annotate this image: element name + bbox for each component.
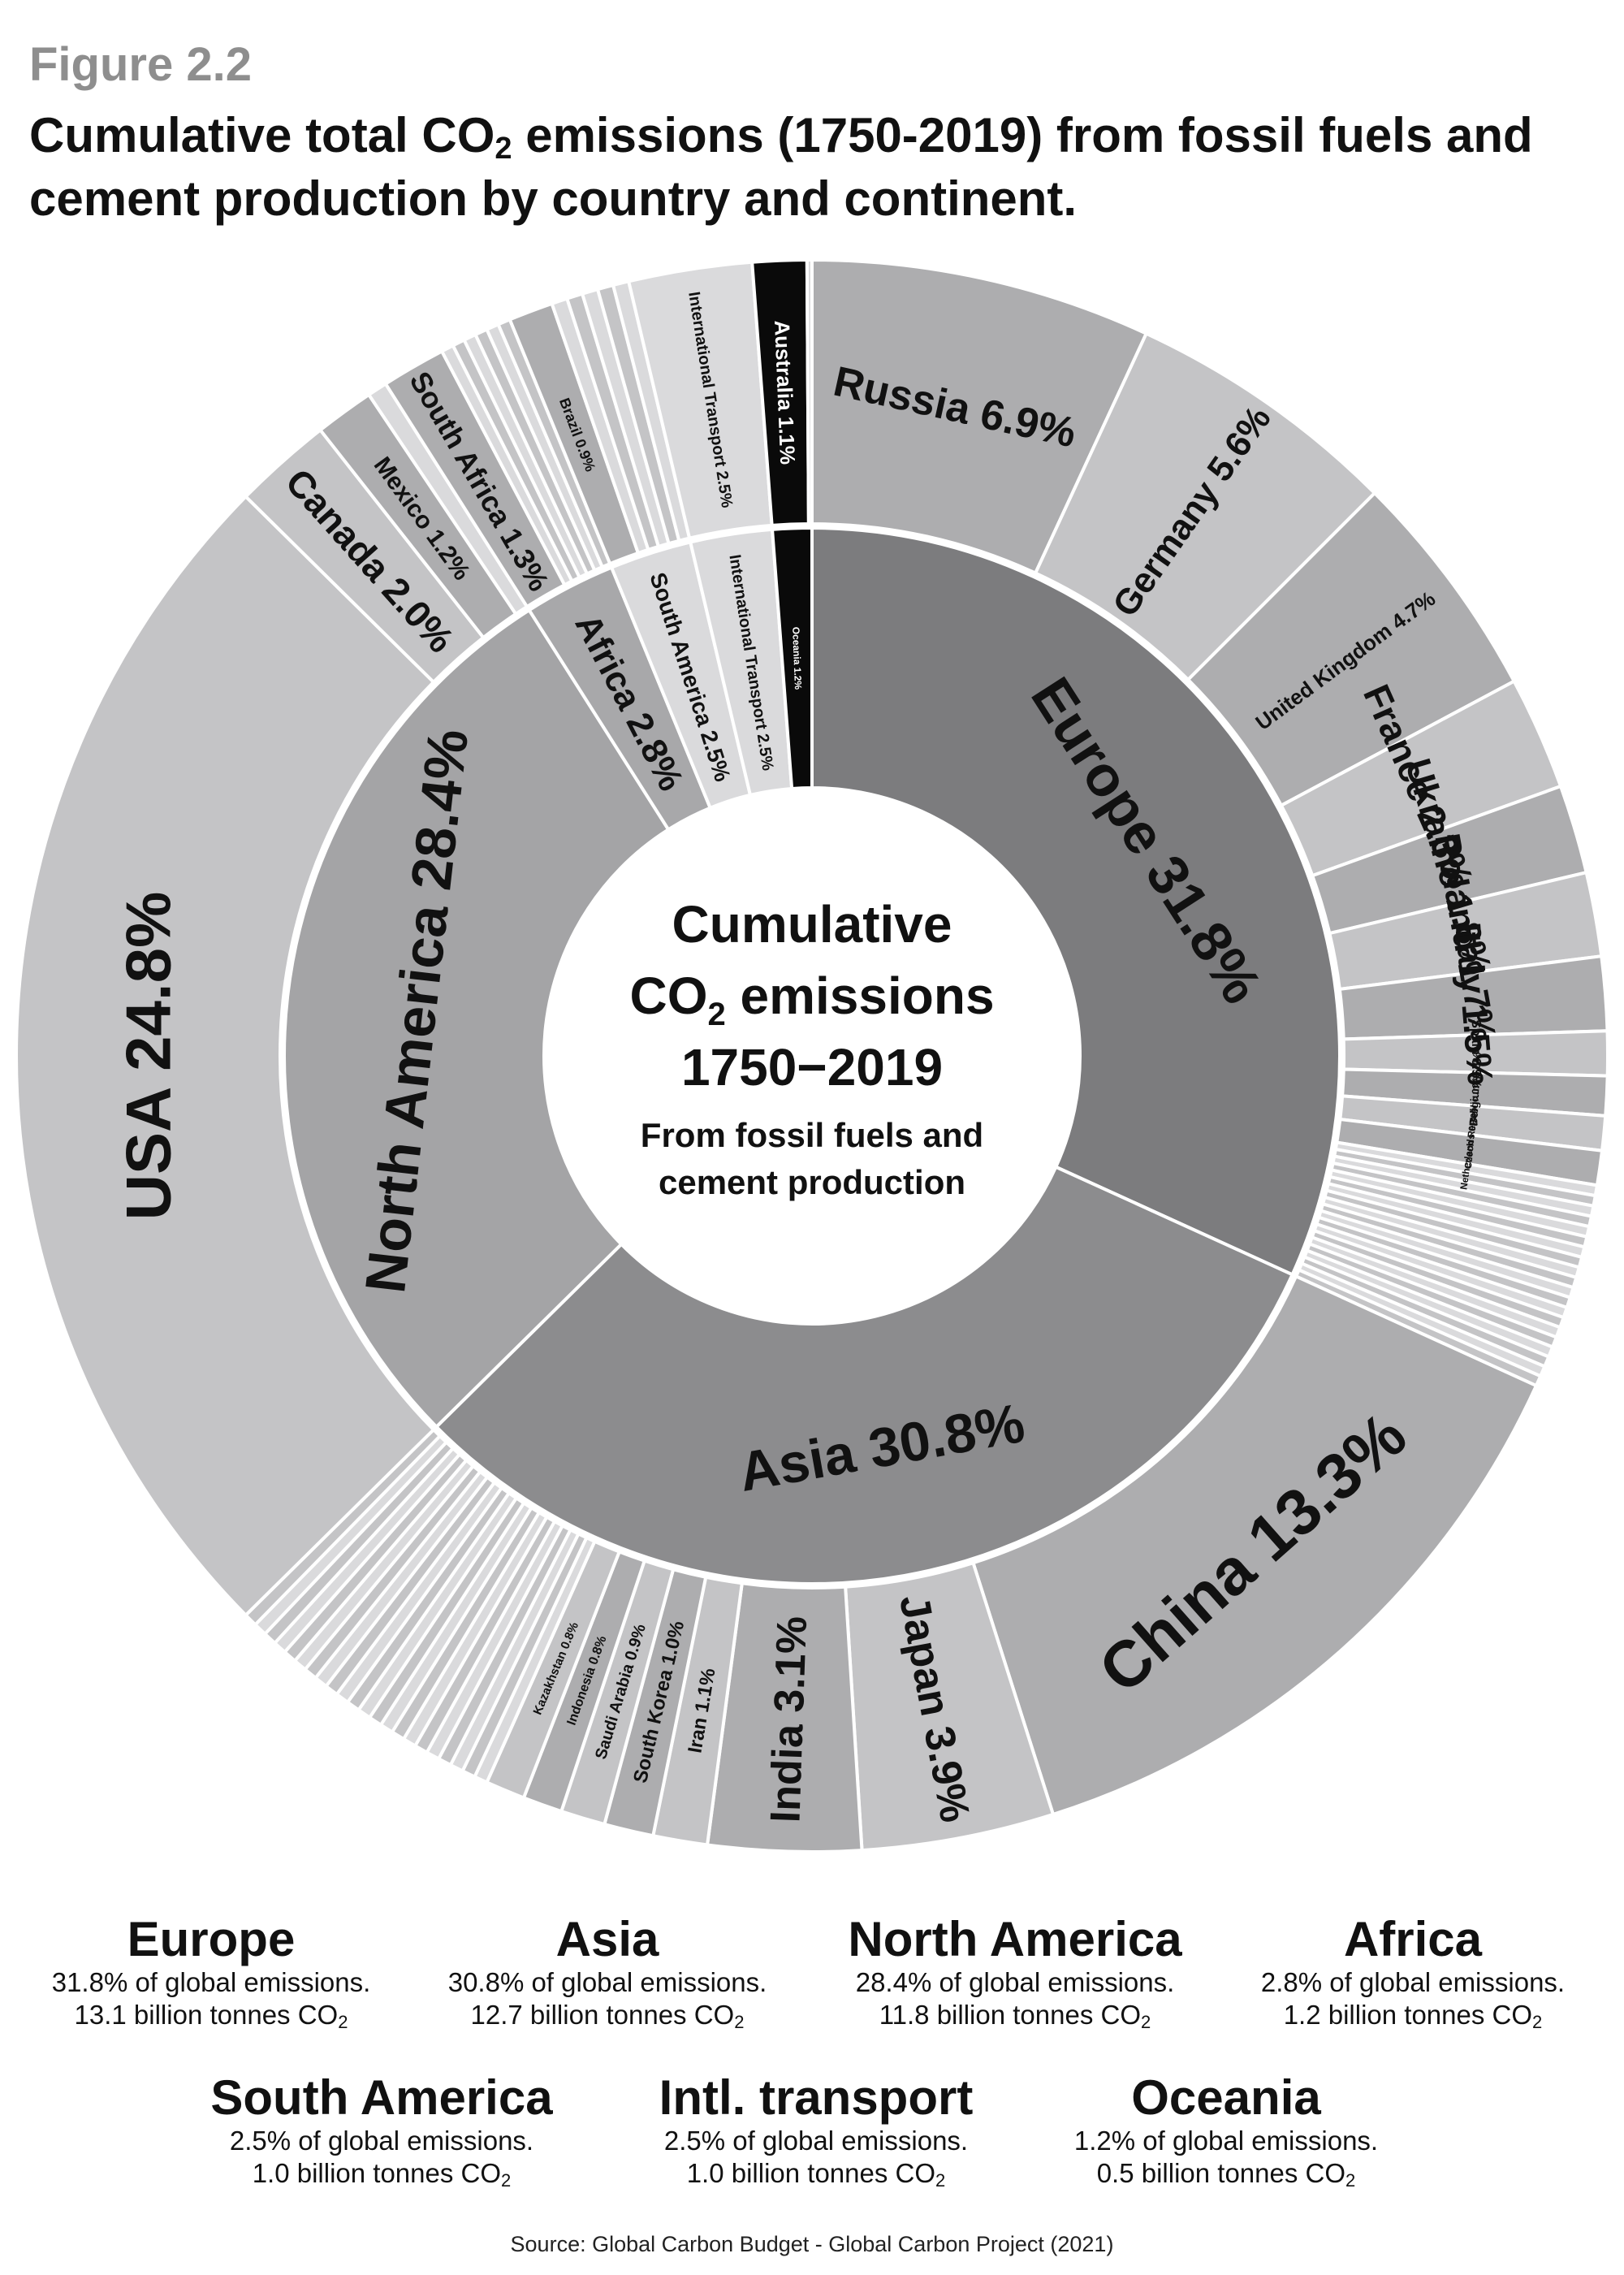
legend-amount: 1.0 billion tonnes CO2 bbox=[252, 2158, 512, 2191]
center-title-line1: Cumulative bbox=[672, 895, 952, 954]
legend-name: Africa bbox=[1343, 1912, 1483, 1966]
legend-amount: 13.1 billion tonnes CO2 bbox=[74, 2000, 348, 2032]
outer-label-australia: Australia 1.1% bbox=[770, 320, 800, 465]
outer-slice-other-oceania-1 bbox=[805, 257, 814, 526]
inner-label-oceania: Oceania 1.2% bbox=[790, 626, 804, 690]
figure-number: Figure 2.2 bbox=[29, 38, 252, 91]
legend-north-america: North America 28.4% of global emissions.… bbox=[804, 1913, 1226, 2031]
legend-name: Oceania bbox=[1131, 2070, 1321, 2125]
legend-percent: 2.5% of global emissions. bbox=[229, 2126, 534, 2156]
legend-percent: 1.2% of global emissions. bbox=[1073, 2126, 1379, 2156]
center-title-line3: 1750−2019 bbox=[681, 1038, 943, 1096]
legend-south-america: South America 2.5% of global emissions. … bbox=[171, 2071, 593, 2190]
legend-name: Asia bbox=[555, 1912, 659, 1966]
outer-slice-china bbox=[970, 1274, 1539, 1817]
legend-percent: 28.4% of global emissions. bbox=[855, 1967, 1175, 1997]
outer-label-spain: Spain 0.9% bbox=[1469, 1019, 1483, 1088]
legend-name: North America bbox=[848, 1912, 1182, 1966]
outer-ring bbox=[15, 257, 1609, 1853]
inner-ring bbox=[283, 525, 1341, 1585]
legend-oceania: Oceania 1.2% of global emissions. 0.5 bi… bbox=[1015, 2071, 1437, 2190]
center-subtitle-line1: From fossil fuels and bbox=[641, 1116, 983, 1154]
legend-percent: 2.8% of global emissions. bbox=[1260, 1967, 1566, 1997]
outer-label-belgium: Belgium 0.8% bbox=[1466, 1052, 1484, 1127]
chart-title: Cumulative total CO2 emissions (1750-201… bbox=[29, 104, 1596, 231]
title-text-2: emissions (1750-2019) from fossil fuels … bbox=[29, 108, 1533, 226]
legend-amount: 0.5 billion tonnes CO2 bbox=[1096, 2158, 1356, 2191]
legend-amount: 1.2 billion tonnes CO2 bbox=[1283, 2000, 1543, 2032]
center-subtitle-line2: cement production bbox=[659, 1163, 965, 1201]
legend-name: Europe bbox=[127, 1912, 296, 1966]
legend-percent: 31.8% of global emissions. bbox=[51, 1967, 371, 1997]
legend-name: Intl. transport bbox=[659, 2070, 974, 2125]
title-text-1: Cumulative total CO bbox=[29, 108, 495, 162]
legend-africa: Africa 2.8% of global emissions. 1.2 bil… bbox=[1202, 1913, 1624, 2031]
legend-amount: 1.0 billion tonnes CO2 bbox=[686, 2158, 946, 2191]
legend-asia: Asia 30.8% of global emissions. 12.7 bil… bbox=[396, 1913, 818, 2031]
outer-slice-usa bbox=[15, 494, 436, 1618]
legend-percent: 2.5% of global emissions. bbox=[663, 2126, 969, 2156]
legend-intl-transport: Intl. transport 2.5% of global emissions… bbox=[605, 2071, 1027, 2190]
center-hole bbox=[544, 788, 1080, 1324]
legend-europe: Europe 31.8% of global emissions. 13.1 b… bbox=[0, 1913, 422, 2031]
outer-label-usa: USA 24.8% bbox=[113, 892, 184, 1221]
legend-percent: 30.8% of global emissions. bbox=[447, 1967, 767, 1997]
legend-amount: 11.8 billion tonnes CO2 bbox=[879, 2000, 1151, 2032]
title-subscript: 2 bbox=[495, 132, 512, 166]
source-note: Source: Global Carbon Budget - Global Ca… bbox=[510, 2232, 1114, 2256]
sunburst-chart: Europe 31.8%Asia 30.8%North America 28.4… bbox=[15, 257, 1609, 1853]
legend-name: South America bbox=[210, 2070, 553, 2125]
legend-amount: 12.7 billion tonnes CO2 bbox=[470, 2000, 745, 2032]
center-title-line2: CO2 emissions bbox=[629, 967, 994, 1032]
outer-label-india: India 3.1% bbox=[762, 1615, 816, 1823]
